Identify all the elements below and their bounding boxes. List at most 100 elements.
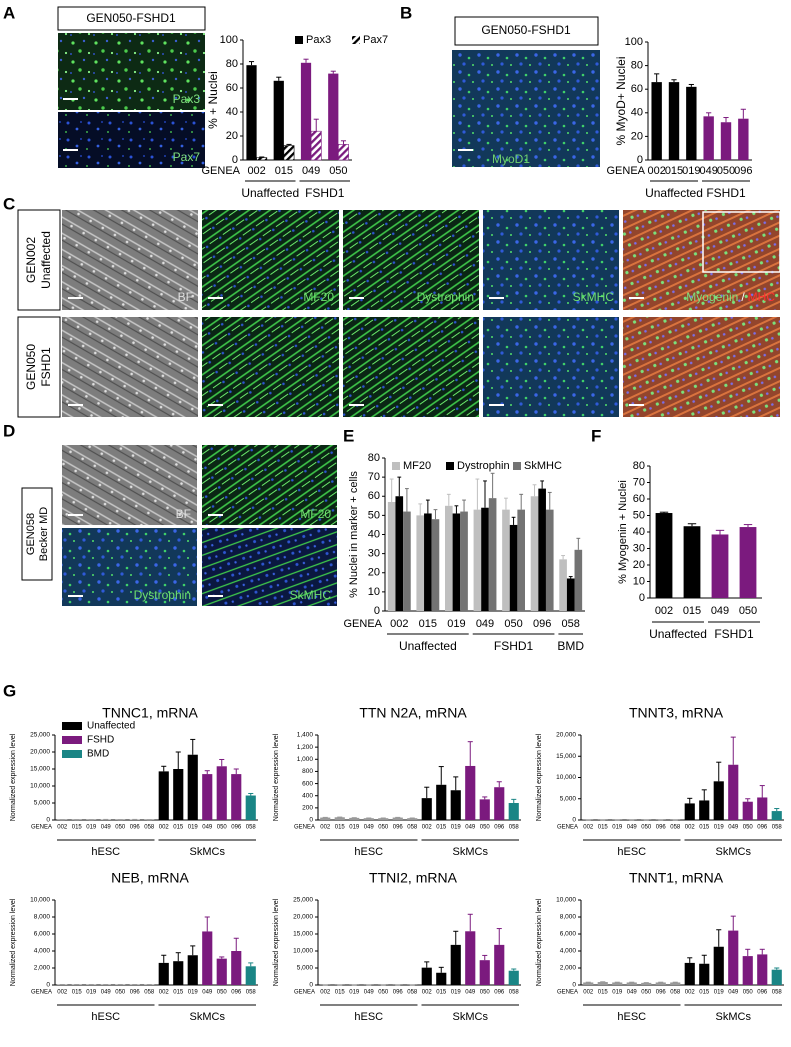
bar (739, 527, 757, 598)
chart-title: TNNT1, mRNA (629, 870, 724, 886)
bar (436, 972, 447, 985)
x-tick-label: 058 (509, 825, 520, 831)
micrograph (62, 317, 198, 417)
y-tick-label: 80 (633, 460, 645, 472)
bar (517, 509, 525, 611)
group-label: BMD (557, 639, 584, 653)
group-label: SkMCs (716, 846, 752, 858)
legend-swatch (352, 36, 360, 44)
bar (683, 526, 701, 598)
y-tick-label: 60 (368, 490, 380, 502)
y-tick-label: 0 (46, 817, 50, 824)
chart-title: TTN N2A, mRNA (359, 705, 467, 721)
bar (450, 944, 461, 985)
x-tick-label: 096 (533, 618, 551, 630)
y-tick-label: 20,000 (556, 732, 576, 739)
micrograph (202, 317, 339, 417)
x-tick-label: 058 (562, 618, 580, 630)
legend-label: Dystrophin (457, 460, 510, 472)
y-tick-label: 20 (633, 559, 645, 571)
bar (720, 122, 732, 160)
y-tick-label: 80 (631, 60, 643, 72)
y-tick-label: 8,000 (34, 914, 51, 921)
x-tick-label: 049 (711, 605, 729, 617)
bar (431, 519, 440, 611)
bar (187, 955, 198, 985)
y-tick-label: 0 (572, 982, 576, 989)
bar (202, 774, 213, 820)
x-tick-label: 096 (231, 990, 242, 996)
micrograph (343, 210, 479, 310)
x-tick-label: 002 (685, 825, 696, 831)
bar (508, 803, 519, 820)
x-tick-label: 049 (302, 165, 320, 177)
row-label: FSHD1 (39, 347, 53, 387)
bar (479, 960, 490, 985)
group-label: SkMCs (716, 1011, 752, 1023)
bar (494, 787, 505, 820)
y-tick-label: 50 (368, 509, 380, 521)
x-tick-label: 019 (714, 990, 725, 996)
title-box (454, 16, 599, 46)
y-tick-label: 2,000 (560, 965, 577, 972)
legend-swatch (513, 462, 521, 470)
bar (310, 130, 322, 161)
title-box (57, 6, 206, 31)
x-tick-label: 058 (772, 990, 783, 996)
x-tick-label: 002 (159, 990, 170, 996)
bar (158, 962, 169, 985)
y-tick-label: 10,000 (30, 897, 50, 904)
y-tick-label: 20,000 (30, 749, 50, 756)
bar (655, 513, 673, 598)
x-tick-label: 015 (683, 605, 701, 617)
legend-label: FSHD (87, 735, 114, 746)
micrograph (62, 528, 197, 606)
x-tick-label: 049 (699, 165, 717, 177)
x-tick-label: 015 (335, 825, 346, 831)
x-tick-label: 049 (101, 990, 112, 996)
bar (436, 784, 447, 820)
row-label-box (21, 487, 53, 581)
y-tick-label: 40 (633, 526, 645, 538)
x-tick-label: 058 (144, 990, 155, 996)
group-label: hESC (91, 1011, 120, 1023)
x-tick-label: 050 (641, 990, 652, 996)
bar (283, 145, 295, 161)
micrograph (58, 33, 205, 110)
x-tick-label: 015 (173, 825, 184, 831)
legend-swatch (295, 36, 303, 44)
bar (538, 488, 546, 611)
y-axis-label: % MyoD+ Nuclei (614, 56, 628, 145)
panel-letter: C (3, 194, 15, 213)
x-axis-label: GENEA (31, 990, 52, 996)
chart-title: TNNC1, mRNA (102, 705, 198, 721)
chart-title: NEB, mRNA (111, 870, 189, 886)
y-tick-label: 1,000 (297, 756, 314, 763)
bar (173, 769, 184, 820)
x-tick-label: 049 (364, 990, 375, 996)
bar (728, 930, 739, 985)
y-tick-label: 10 (633, 575, 645, 587)
bar (651, 82, 662, 160)
y-tick-label: 100 (625, 36, 643, 48)
x-tick-label: 050 (641, 825, 652, 831)
x-tick-label: 050 (115, 990, 126, 996)
bar (686, 86, 697, 160)
panel-letter: A (3, 3, 15, 22)
x-tick-label: 049 (627, 990, 638, 996)
bar (246, 65, 257, 160)
bar (742, 801, 753, 820)
y-tick-label: 400 (302, 792, 313, 799)
x-tick-label: 015 (72, 990, 83, 996)
group-label: Unaffected (399, 639, 457, 653)
y-tick-label: 2,000 (34, 965, 51, 972)
bar (256, 157, 268, 161)
micrograph (202, 528, 337, 606)
y-tick-label: 10 (368, 586, 380, 598)
x-tick-label: 050 (739, 605, 757, 617)
x-tick-label: 096 (757, 825, 768, 831)
y-tick-label: 15,000 (30, 766, 50, 773)
bar (416, 515, 425, 611)
group-label: Unaffected (645, 186, 703, 200)
